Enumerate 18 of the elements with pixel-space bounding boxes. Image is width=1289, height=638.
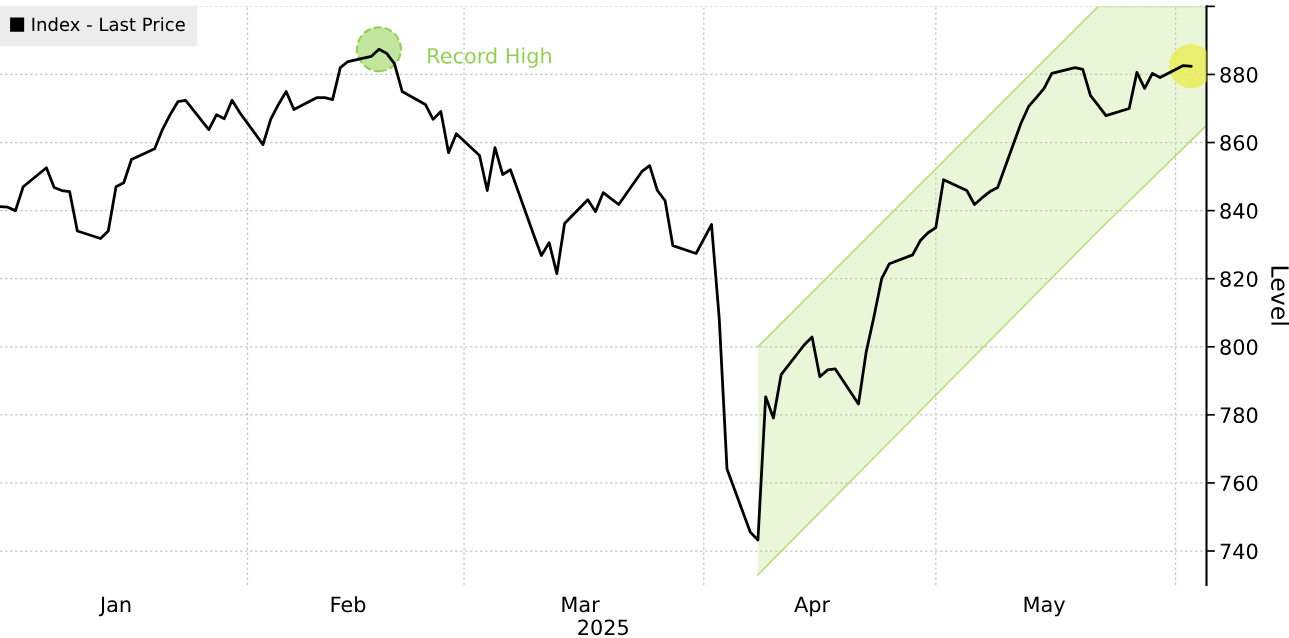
y-tick-label: 760 bbox=[1220, 475, 1258, 492]
y-tick-label: 860 bbox=[1220, 134, 1258, 151]
x-axis-title: 2025 bbox=[578, 619, 628, 636]
x-tick-label: Mar bbox=[562, 596, 600, 613]
y-axis-title: Level bbox=[1271, 266, 1289, 325]
x-tick-label: May bbox=[1024, 596, 1065, 617]
y-tick-label: 840 bbox=[1220, 203, 1258, 219]
x-tick-label: Jan bbox=[98, 596, 131, 617]
y-tick-label: 780 bbox=[1220, 407, 1258, 424]
line-series bbox=[0, 47, 1193, 542]
x-tick-label: Apr bbox=[794, 596, 831, 617]
x-tick-label: Feb bbox=[331, 596, 366, 613]
annotation: Record High bbox=[428, 47, 551, 68]
y-tick-label: 880 bbox=[1220, 66, 1258, 83]
legend-label: Index - Last Price bbox=[32, 17, 185, 32]
y-tick-label: 740 bbox=[1220, 543, 1258, 560]
y-tick-label: 800 bbox=[1220, 339, 1258, 355]
y-tick-label: 820 bbox=[1220, 271, 1258, 287]
